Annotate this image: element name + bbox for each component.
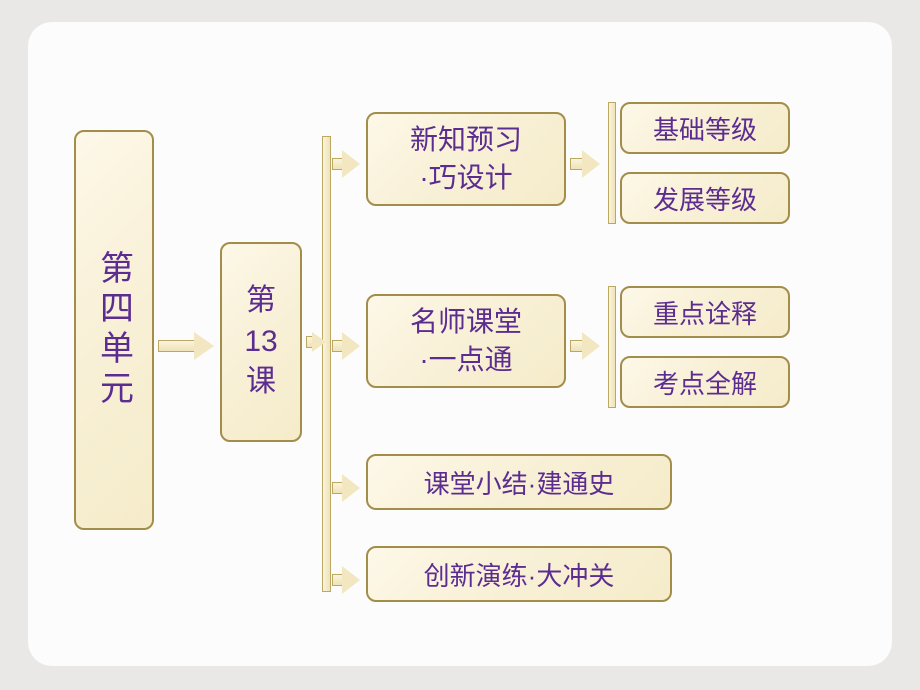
node-leaf2: 发展等级 [620,172,790,224]
lesson-l3: 课 [246,362,276,403]
node-leaf3: 重点诠释 [620,286,790,338]
node-sec1: 新知预习 ·巧设计 [366,112,566,206]
bracket-bot [608,286,616,408]
sec1-l2: ·巧设计 [419,159,512,197]
node-sec4: 创新演练·大冲关 [366,546,672,602]
sec1-l1: 新知预习 [410,121,522,159]
arrow-sec2-leaf [570,332,600,360]
sec2-l1: 名师课堂 [410,303,522,341]
leaf4-label: 考点全解 [653,364,757,401]
arrow-bar-sec4 [332,566,360,594]
node-leaf1: 基础等级 [620,102,790,154]
arrow-bar-sec3 [332,474,360,502]
bracket-top [608,102,616,224]
leaf1-label: 基础等级 [653,110,757,147]
leaf2-label: 发展等级 [653,180,757,217]
arrow-bar-sec1 [332,150,360,178]
node-leaf4: 考点全解 [620,356,790,408]
sec4-label: 创新演练·大冲关 [424,556,615,593]
node-sec3: 课堂小结·建通史 [366,454,672,510]
arrow-lesson-bar [306,332,326,352]
diagram-canvas: 第四单元 第 13 课 新知预习 ·巧设计 名师课堂 ·一点通 课堂小结·建通史… [28,22,892,666]
node-unit: 第四单元 [74,130,154,530]
sec2-l2: ·一点通 [419,341,512,379]
node-lesson: 第 13 课 [220,242,302,442]
main-split-bar [322,136,331,592]
lesson-l2: 13 [244,322,277,363]
unit-label: 第四单元 [90,250,139,410]
arrow-sec1-leaf [570,150,600,178]
arrow-unit-lesson [158,332,214,360]
arrow-bar-sec2 [332,332,360,360]
lesson-l1: 第 [246,281,276,322]
sec3-label: 课堂小结·建通史 [424,464,615,501]
leaf3-label: 重点诠释 [653,294,757,331]
node-sec2: 名师课堂 ·一点通 [366,294,566,388]
